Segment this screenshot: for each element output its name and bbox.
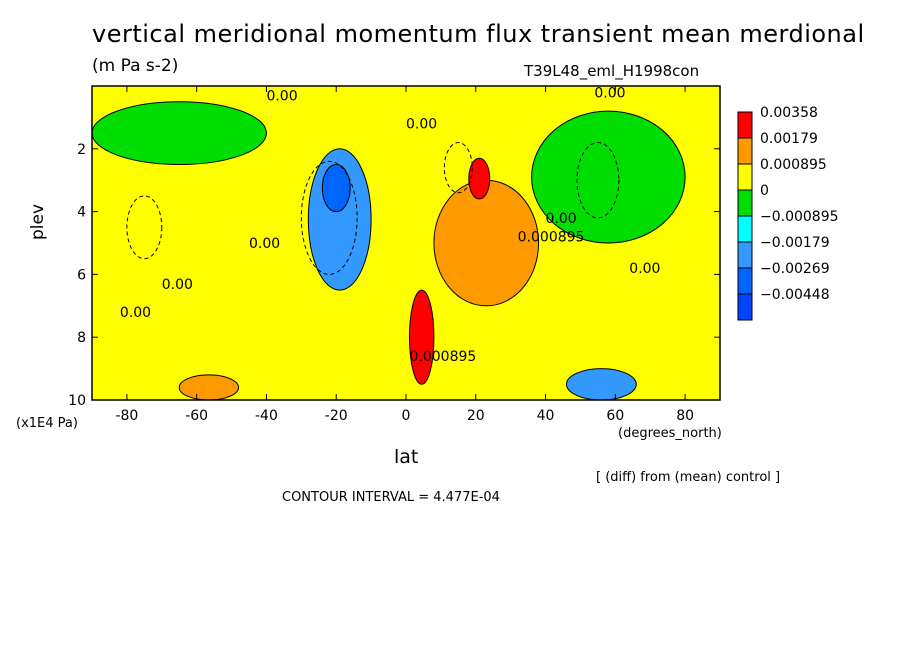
- region-cyan-north-surface: [565, 368, 637, 401]
- contour-label: 0.00: [594, 85, 625, 101]
- x-ticks: -80 -60 -40 -20 0 20 40 60 80: [115, 86, 694, 424]
- contour-labels: 0.00 0.00 0.00 0.00 0.00 0.00 0.000895 0.000895…: [120, 85, 661, 365]
- x-tick-label: 20: [467, 408, 485, 424]
- diff-note: [ (diff) from (mean) control ]: [596, 470, 781, 485]
- x-tick-label: -80: [115, 408, 138, 424]
- contour-layer: [126, 142, 620, 275]
- region-green-north-upper: [531, 110, 686, 244]
- region-orange-south-surface: [178, 374, 240, 401]
- region-green-south-upper: [91, 101, 267, 166]
- x-tick-label: 80: [676, 408, 694, 424]
- colorbar-label: 0.00358: [760, 105, 818, 121]
- x-unit-label: (degrees_north): [618, 426, 722, 441]
- dashed-contour: [126, 195, 163, 260]
- y-tick-label: 8: [77, 330, 86, 346]
- dashed-contour: [443, 142, 473, 194]
- colorbar-swatch: [737, 293, 753, 321]
- colorbar-swatch: [737, 189, 753, 217]
- field-layer: [91, 86, 720, 401]
- colorbar-swatch: [737, 137, 753, 165]
- colorbar-label: −0.000895: [760, 209, 839, 225]
- contour-label: 0.00: [266, 88, 297, 104]
- colorbar-label: −0.00269: [760, 261, 830, 277]
- dashed-contour: [300, 160, 358, 275]
- region-blue-south-core: [321, 164, 351, 213]
- colorbar: 0.00358 0.00179 0.000895 0 −0.000895 −0.00179…: [737, 105, 839, 321]
- contour-label: 0.00: [249, 236, 280, 252]
- y-ticks: 2 4 6 8 10: [68, 142, 720, 409]
- chart-title: vertical meridional momentum flux transi…: [92, 20, 865, 48]
- x-tick-label: 0: [402, 408, 411, 424]
- contour-interval: CONTOUR INTERVAL = 4.477E-04: [282, 490, 500, 505]
- y-tick-label: 6: [77, 267, 86, 283]
- colorbar-swatch: [737, 215, 753, 243]
- contour-label: 0.000895: [518, 230, 585, 246]
- y-tick-label: 10: [68, 393, 86, 409]
- x-tick-label: 40: [537, 408, 555, 424]
- y-tick-label: 2: [77, 142, 86, 158]
- contour-label: 0.00: [629, 261, 660, 277]
- x-axis-label: lat: [394, 446, 419, 468]
- colorbar-label: −0.00448: [760, 287, 830, 303]
- colorbar-label: 0.000895: [760, 157, 827, 173]
- colorbar-swatch: [737, 267, 753, 295]
- dashed-contour: [576, 142, 620, 219]
- x-tick-label: 60: [606, 408, 624, 424]
- contour-label: 0.00: [406, 117, 437, 133]
- contour-label: 0.000895: [409, 349, 476, 365]
- colorbar-label: −0.00179: [760, 235, 830, 251]
- x-tick-label: -40: [255, 408, 278, 424]
- chart-units: (m Pa s-2): [92, 56, 179, 76]
- x-tick-label: -20: [325, 408, 348, 424]
- region-red-equator: [408, 289, 435, 385]
- run-label: T39L48_eml_H1998con: [524, 62, 700, 80]
- y-tick-label: 4: [77, 205, 86, 221]
- y-unit-label: (x1E4 Pa): [16, 416, 78, 431]
- colorbar-swatch: [737, 111, 753, 139]
- contour-label: 0.00: [162, 277, 193, 293]
- colorbar-swatch: [737, 241, 753, 269]
- region-red-north-jet: [468, 157, 491, 200]
- colorbar-swatch: [737, 163, 753, 191]
- x-tick-label: -60: [185, 408, 208, 424]
- contour-label: 0.00: [546, 211, 577, 227]
- contour-label: 0.00: [120, 305, 151, 321]
- colorbar-label: 0: [760, 183, 769, 199]
- colorbar-label: 0.00179: [760, 131, 818, 147]
